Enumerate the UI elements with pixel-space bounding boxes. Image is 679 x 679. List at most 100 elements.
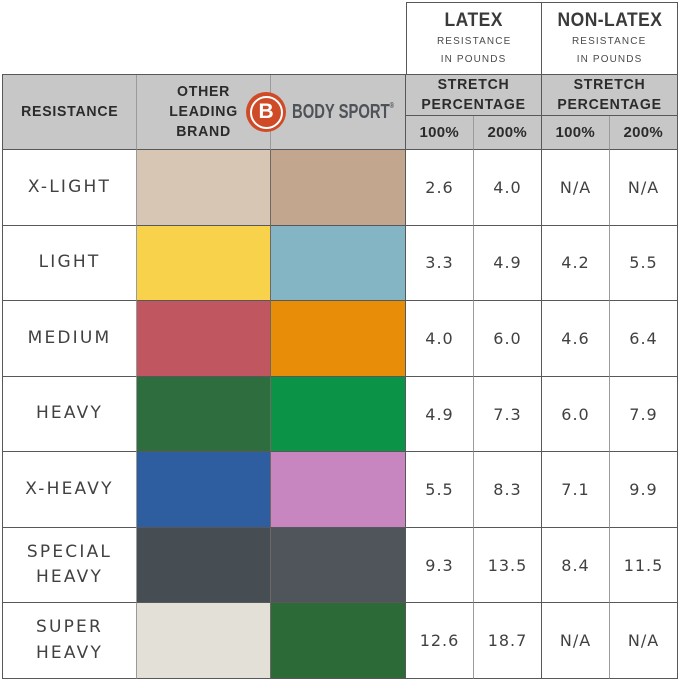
latex-200-value: 4.9 [474,225,542,302]
latex-subtitle-line1: RESISTANCE [436,35,512,48]
other-brand-header-label: OTHER LEADING BRAND [169,82,238,143]
other-brand-line3: BRAND [176,123,231,141]
bodysport-name-text: BODY SPORT [292,100,390,123]
table-row-heavy: HEAVY 4.9 7.3 6.0 7.9 [2,376,678,453]
bodysport-color-swatch [271,527,406,604]
latex-200-value: 7.3 [474,376,542,453]
latex-200-value: 8.3 [474,452,542,528]
latex-100-header: 100% [406,116,474,150]
stretch-line1: STRETCH [573,75,646,93]
bodysport-color-swatch [271,452,406,528]
non-latex-100-label: 100% [555,124,596,141]
other-brand-line1: OTHER [176,82,231,100]
bodysport-logo-ring: B [249,95,283,129]
non-latex-subtitle-line2: IN POUNDS [576,52,643,65]
non-latex-pct-subheaders: 100% 200% [542,116,677,150]
stretch-line2: PERCENTAGE [557,96,662,113]
non-latex-200-value: 7.9 [610,376,678,453]
other-brand-color-swatch [137,603,271,679]
latex-100-value: 9.3 [406,527,474,604]
row-label: SUPER HEAVY [2,603,137,679]
top-spacer [2,2,406,74]
other-brand-color-swatch [137,225,271,302]
non-latex-header-box: NON-LATEX RESISTANCE IN POUNDS [542,2,678,74]
top-header-strip: LATEX RESISTANCE IN POUNDS NON-LATEX RES… [2,2,678,74]
latex-100-value: 4.0 [406,301,474,377]
latex-pct-subheaders: 100% 200% [406,116,541,150]
non-latex-title: NON-LATEX [557,10,662,32]
latex-200-value: 13.5 [474,527,542,604]
registered-trademark-symbol: ® [389,100,395,110]
bodysport-color-swatch [271,603,406,679]
non-latex-200-value: 11.5 [610,527,678,604]
latex-200-value: 4.0 [474,150,542,226]
latex-stretch-label: STRETCH PERCENTAGE [421,75,525,116]
non-latex-subtitle-line1: RESISTANCE [572,35,647,48]
bodysport-logo-b: B [258,100,274,123]
non-latex-100-value: 6.0 [542,376,610,453]
non-latex-100-header: 100% [542,116,610,150]
other-brand-color-swatch [137,376,271,453]
non-latex-100-value: N/A [542,603,610,679]
non-latex-100-value: 4.6 [542,301,610,377]
table-header-band: RESISTANCE OTHER LEADING BRAND B BODY SP… [2,74,678,150]
latex-stretch-header: STRETCH PERCENTAGE [406,75,541,116]
table-body: X-LIGHT 2.6 4.0 N/A N/A LIGHT 3.3 4.9 4.… [2,150,678,679]
other-brand-color-swatch [137,527,271,604]
non-latex-200-value: 5.5 [610,225,678,302]
other-brand-color-swatch [137,301,271,377]
stretch-line2: PERCENTAGE [421,96,526,113]
resistance-column-header: RESISTANCE [2,75,137,150]
row-label: X-HEAVY [2,452,137,528]
bodysport-column-header: B BODY SPORT® [246,75,406,150]
latex-200-label: 200% [487,124,528,141]
non-latex-200-label: 200% [623,124,664,141]
non-latex-100-value: 4.2 [542,225,610,302]
table-row-special-heavy: SPECIAL HEAVY 9.3 13.5 8.4 11.5 [2,527,678,604]
latex-header-box: LATEX RESISTANCE IN POUNDS [406,2,542,74]
other-brand-color-swatch [137,150,271,226]
non-latex-100-value: N/A [542,150,610,226]
row-label: LIGHT [2,225,137,302]
table-row-light: LIGHT 3.3 4.9 4.2 5.5 [2,225,678,302]
latex-200-header: 200% [473,116,541,150]
table-row-super-heavy: SUPER HEAVY 12.6 18.7 N/A N/A [2,603,678,679]
latex-subtitle-line2: IN POUNDS [441,52,507,65]
bodysport-color-swatch [271,150,406,226]
latex-title: LATEX [444,10,504,32]
row-label: X-LIGHT [2,150,137,226]
row-label: MEDIUM [2,301,137,377]
bodysport-logo: B BODY SPORT® [246,92,430,132]
non-latex-stretch-header: STRETCH PERCENTAGE [542,75,677,116]
resistance-header-label: RESISTANCE [20,102,119,120]
latex-stretch-group: STRETCH PERCENTAGE 100% 200% [406,75,542,150]
non-latex-200-value: N/A [610,150,678,226]
row-label: HEAVY [2,376,137,453]
latex-100-value: 3.3 [406,225,474,302]
other-brand-line2: LEADING [169,102,238,120]
non-latex-200-header: 200% [609,116,677,150]
non-latex-100-value: 8.4 [542,527,610,604]
other-brand-color-swatch [137,452,271,528]
bodysport-wordmark: BODY SPORT® [292,101,394,124]
table-row-medium: MEDIUM 4.0 6.0 4.6 6.4 [2,301,678,377]
stretch-line1: STRETCH [437,75,510,93]
latex-100-value: 2.6 [406,150,474,226]
non-latex-200-value: 6.4 [610,301,678,377]
bodysport-logo-circle-icon: B [246,92,287,132]
non-latex-stretch-group: STRETCH PERCENTAGE 100% 200% [542,75,678,150]
latex-200-value: 18.7 [474,603,542,679]
non-latex-200-value: N/A [610,603,678,679]
latex-100-label: 100% [419,124,460,141]
latex-100-value: 5.5 [406,452,474,528]
table-row-x-heavy: X-HEAVY 5.5 8.3 7.1 9.9 [2,452,678,528]
non-latex-100-value: 7.1 [542,452,610,528]
bodysport-color-swatch [271,301,406,377]
table-row-x-light: X-LIGHT 2.6 4.0 N/A N/A [2,150,678,226]
non-latex-200-value: 9.9 [610,452,678,528]
latex-100-value: 4.9 [406,376,474,453]
row-label: SPECIAL HEAVY [2,527,137,604]
non-latex-stretch-label: STRETCH PERCENTAGE [557,75,661,116]
